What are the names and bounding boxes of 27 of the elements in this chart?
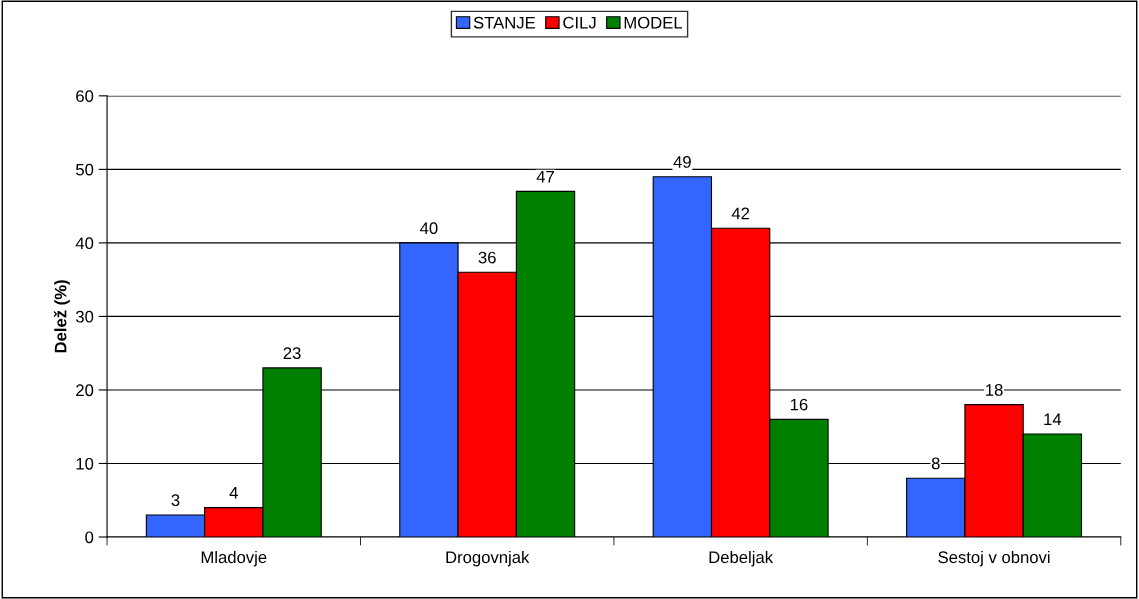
data-label: 8 xyxy=(931,457,940,470)
x-tick-label: Drogovnjak xyxy=(446,550,530,567)
y-tick-label: 50 xyxy=(76,163,94,176)
y-tick-label: 20 xyxy=(76,384,94,397)
data-label: 40 xyxy=(420,222,438,235)
y-tick-label: 10 xyxy=(76,457,94,470)
data-label: 14 xyxy=(1044,413,1062,426)
legend-label: CILJ xyxy=(563,16,596,29)
legend-label: STANJE xyxy=(473,16,536,29)
data-label: 36 xyxy=(478,251,496,264)
legend-label: MODEL xyxy=(624,16,683,29)
data-label: 4 xyxy=(229,487,238,499)
data-label: 42 xyxy=(731,207,750,220)
x-tick-label: Debeljak xyxy=(709,550,774,567)
y-tick-label: 40 xyxy=(75,237,94,250)
data-label: 18 xyxy=(986,384,1003,396)
y-axis-title: Delež (%) xyxy=(53,280,70,353)
data-label: 23 xyxy=(283,347,301,360)
x-tick-label: Mladovje xyxy=(201,550,267,567)
x-tick-label: Sestoj v obnovi xyxy=(938,550,1050,567)
data-label: 49 xyxy=(673,156,691,168)
data-label: 16 xyxy=(790,398,808,411)
y-tick-label: 0 xyxy=(85,531,94,544)
data-label: 3 xyxy=(171,494,180,507)
data-label: 47 xyxy=(536,170,554,183)
y-tick-label: 60 xyxy=(76,90,94,103)
y-tick-label: 30 xyxy=(75,310,94,323)
